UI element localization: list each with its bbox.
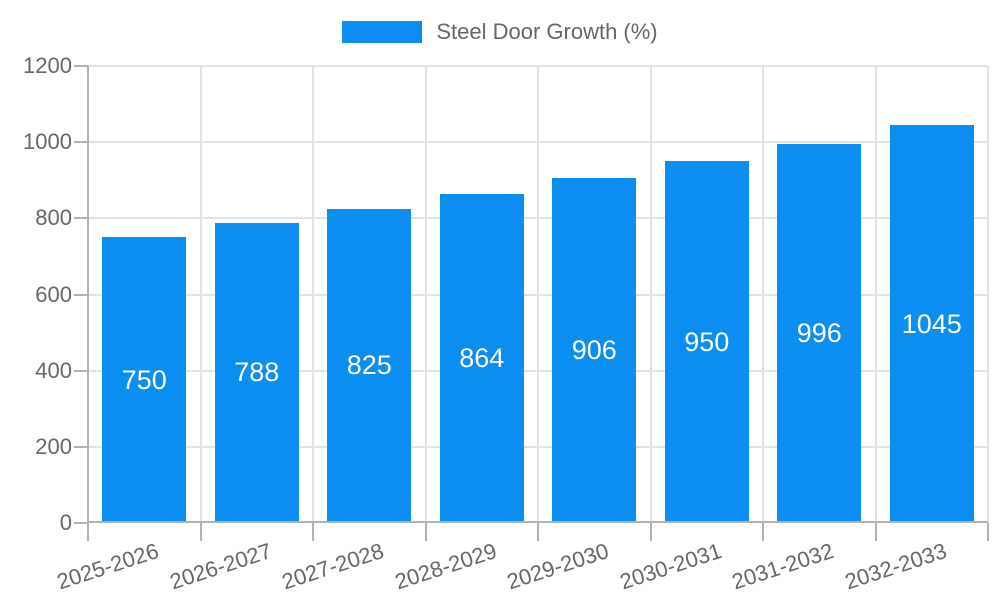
bar: 788 — [214, 222, 299, 523]
x-axis-tick — [199, 523, 202, 541]
bar-value-label: 950 — [684, 326, 730, 357]
x-tick-label: 2032-2033 — [841, 538, 950, 595]
y-tick-label: 800 — [35, 205, 72, 231]
y-axis-tick — [74, 445, 88, 448]
x-grid-line — [424, 66, 427, 523]
y-axis-tick — [74, 141, 88, 144]
x-tick-label: 2030-2031 — [616, 538, 725, 595]
bar: 750 — [102, 237, 187, 523]
bar-value-label: 750 — [121, 364, 167, 395]
bar-value-label: 1045 — [901, 308, 962, 339]
x-axis-tick — [312, 523, 314, 541]
x-tick-label: 2031-2032 — [728, 538, 837, 595]
y-axis-tick — [74, 369, 88, 372]
x-tick-label: 2028-2029 — [391, 538, 500, 595]
bar: 864 — [439, 193, 524, 523]
y-axis-tick — [74, 217, 88, 220]
plot-area: 750 788 825 864 906 950 996 1045 0 200 400 600 800 10… — [23, 53, 989, 594]
bar-value-label: 788 — [234, 357, 280, 388]
bar-value-label: 996 — [796, 317, 842, 348]
y-tick-label: 1000 — [23, 129, 72, 155]
x-tick-label: 2026-2027 — [166, 538, 275, 595]
x-grid-line — [987, 66, 989, 523]
bar: 906 — [552, 177, 637, 523]
y-tick-label: 1200 — [23, 53, 72, 78]
x-axis-tick — [762, 523, 764, 541]
x-tick-label: 2029-2030 — [503, 538, 612, 595]
x-grid-line — [649, 66, 652, 523]
x-grid-line — [874, 66, 877, 523]
bar: 950 — [664, 161, 749, 523]
y-tick-label: 600 — [35, 281, 72, 307]
bar-value-label: 906 — [571, 334, 617, 365]
x-axis-tick — [649, 523, 652, 541]
chart-legend[interactable]: Steel Door Growth (%) — [0, 17, 1000, 47]
y-tick-label: 0 — [59, 510, 72, 535]
y-axis-tick — [74, 293, 88, 296]
bar: 996 — [777, 143, 862, 523]
x-grid-line — [537, 66, 539, 523]
legend-swatch — [342, 21, 423, 43]
x-tick-label: 2025-2026 — [53, 538, 162, 595]
x-tick-label: 2027-2028 — [278, 538, 387, 595]
bar-value-label: 825 — [346, 350, 392, 381]
x-axis-tick — [537, 523, 539, 541]
x-axis-tick — [987, 523, 989, 541]
x-grid-line — [762, 66, 764, 523]
y-axis-tick — [74, 522, 88, 524]
x-axis-line — [88, 521, 988, 523]
bar: 1045 — [889, 125, 974, 523]
y-axis-line — [87, 66, 89, 541]
bar-value-label: 864 — [459, 342, 505, 373]
legend-label: Steel Door Growth (%) — [436, 19, 658, 44]
y-axis-tick — [74, 65, 88, 67]
bar: 825 — [327, 208, 412, 523]
x-axis-tick — [874, 523, 877, 541]
x-grid-line — [312, 66, 314, 523]
y-tick-label: 200 — [35, 433, 72, 459]
y-tick-label: 400 — [35, 357, 72, 383]
x-axis-tick — [424, 523, 427, 541]
x-grid-line — [199, 66, 202, 523]
